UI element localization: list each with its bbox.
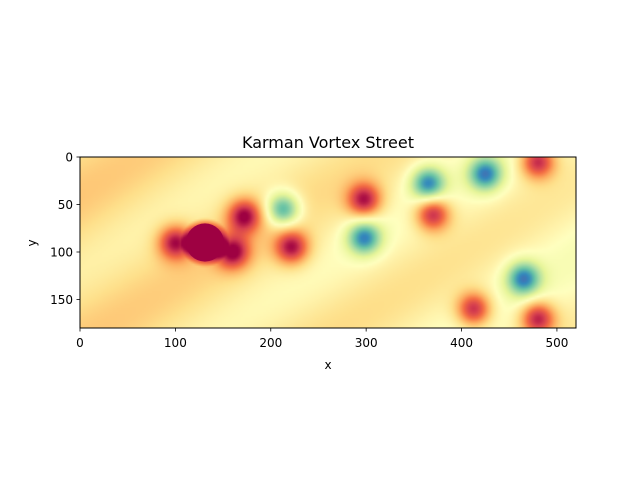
x-tick-label: 300 (355, 336, 378, 350)
y-tick-label: 150 (50, 293, 73, 307)
x-tick-label: 400 (450, 336, 473, 350)
x-tick-label: 0 (76, 336, 84, 350)
x-tick-label: 500 (545, 336, 568, 350)
y-axis-label: y (25, 239, 39, 246)
y-tick-label: 0 (65, 151, 73, 165)
chart-title: Karman Vortex Street (242, 133, 414, 152)
x-axis: 0 100 200 300 400 500 (76, 328, 568, 350)
x-axis-label: x (324, 358, 331, 372)
y-tick-label: 50 (58, 198, 73, 212)
y-tick-label: 100 (50, 246, 73, 260)
x-tick-label: 200 (259, 336, 282, 350)
x-tick-label: 100 (164, 336, 187, 350)
y-axis: 0 50 100 150 (50, 151, 80, 307)
vorticity-heatmap (80, 157, 576, 328)
plot-area (80, 157, 576, 328)
plot-frame (79, 156, 577, 329)
cylinder-obstacle (185, 223, 225, 262)
